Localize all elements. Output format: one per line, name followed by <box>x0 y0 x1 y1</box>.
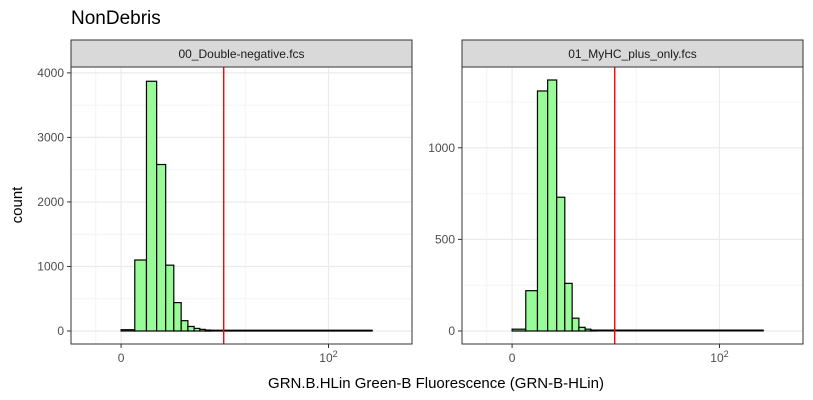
panel-background <box>71 67 412 344</box>
histogram-bar <box>571 317 580 332</box>
x-tick-label: 0 <box>118 351 125 365</box>
histogram-bar <box>525 290 539 332</box>
panel-border <box>461 66 804 345</box>
histogram-bar <box>156 163 167 332</box>
histogram-bar <box>547 79 558 332</box>
x-tick-label: 102 <box>319 349 337 365</box>
facet-strip <box>461 39 804 68</box>
facet-strip-label: 01_MyHC_plus_only.fcs <box>568 47 697 61</box>
facet-strip-label: 00_Double-negative.fcs <box>178 47 304 61</box>
panel-background <box>462 67 803 344</box>
y-tick-label: 1000 <box>37 259 64 273</box>
histogram-bar <box>165 264 175 332</box>
x-tick-label: 102 <box>710 349 728 365</box>
y-tick-label: 2000 <box>37 195 64 209</box>
chart-title: NonDebris <box>71 8 161 29</box>
histogram-bar <box>536 90 549 332</box>
histogram-bar <box>199 328 206 332</box>
y-tick-label: 0 <box>57 324 64 338</box>
x-tick-label: 0 <box>509 351 516 365</box>
facet-panel-myhc-plus-only: 01_MyHC_plus_only.fcs 0 500 1000 0 102 <box>428 39 804 365</box>
histogram-bar <box>584 328 592 332</box>
y-tick-label: 3000 <box>37 130 64 144</box>
histogram-bar <box>173 302 182 332</box>
y-tick-label: 1000 <box>428 141 455 155</box>
histogram-bar <box>134 259 148 332</box>
panel-border <box>70 66 413 345</box>
histogram-bar <box>187 325 195 332</box>
histogram-bar <box>564 282 573 332</box>
y-tick-label: 0 <box>448 324 455 338</box>
facet-panel-double-negative: 00_Double-negative.fcs 0 1000 2000 3000 4000 0… <box>37 39 413 365</box>
facet-strip <box>70 39 413 68</box>
histogram-bar <box>511 328 527 332</box>
histogram-bar <box>120 329 136 332</box>
histogram-bar <box>180 320 189 332</box>
histogram-bar <box>145 80 158 332</box>
y-tick-label: 500 <box>435 232 455 246</box>
histogram-bar <box>556 196 566 332</box>
histogram-bar <box>193 327 201 332</box>
x-axis-label: GRN.B.HLin Green-B Fluorescence (GRN-B-H… <box>268 375 604 392</box>
y-tick-label: 4000 <box>37 66 64 80</box>
histogram-bar <box>578 326 586 332</box>
y-axis-label: count <box>9 186 26 224</box>
